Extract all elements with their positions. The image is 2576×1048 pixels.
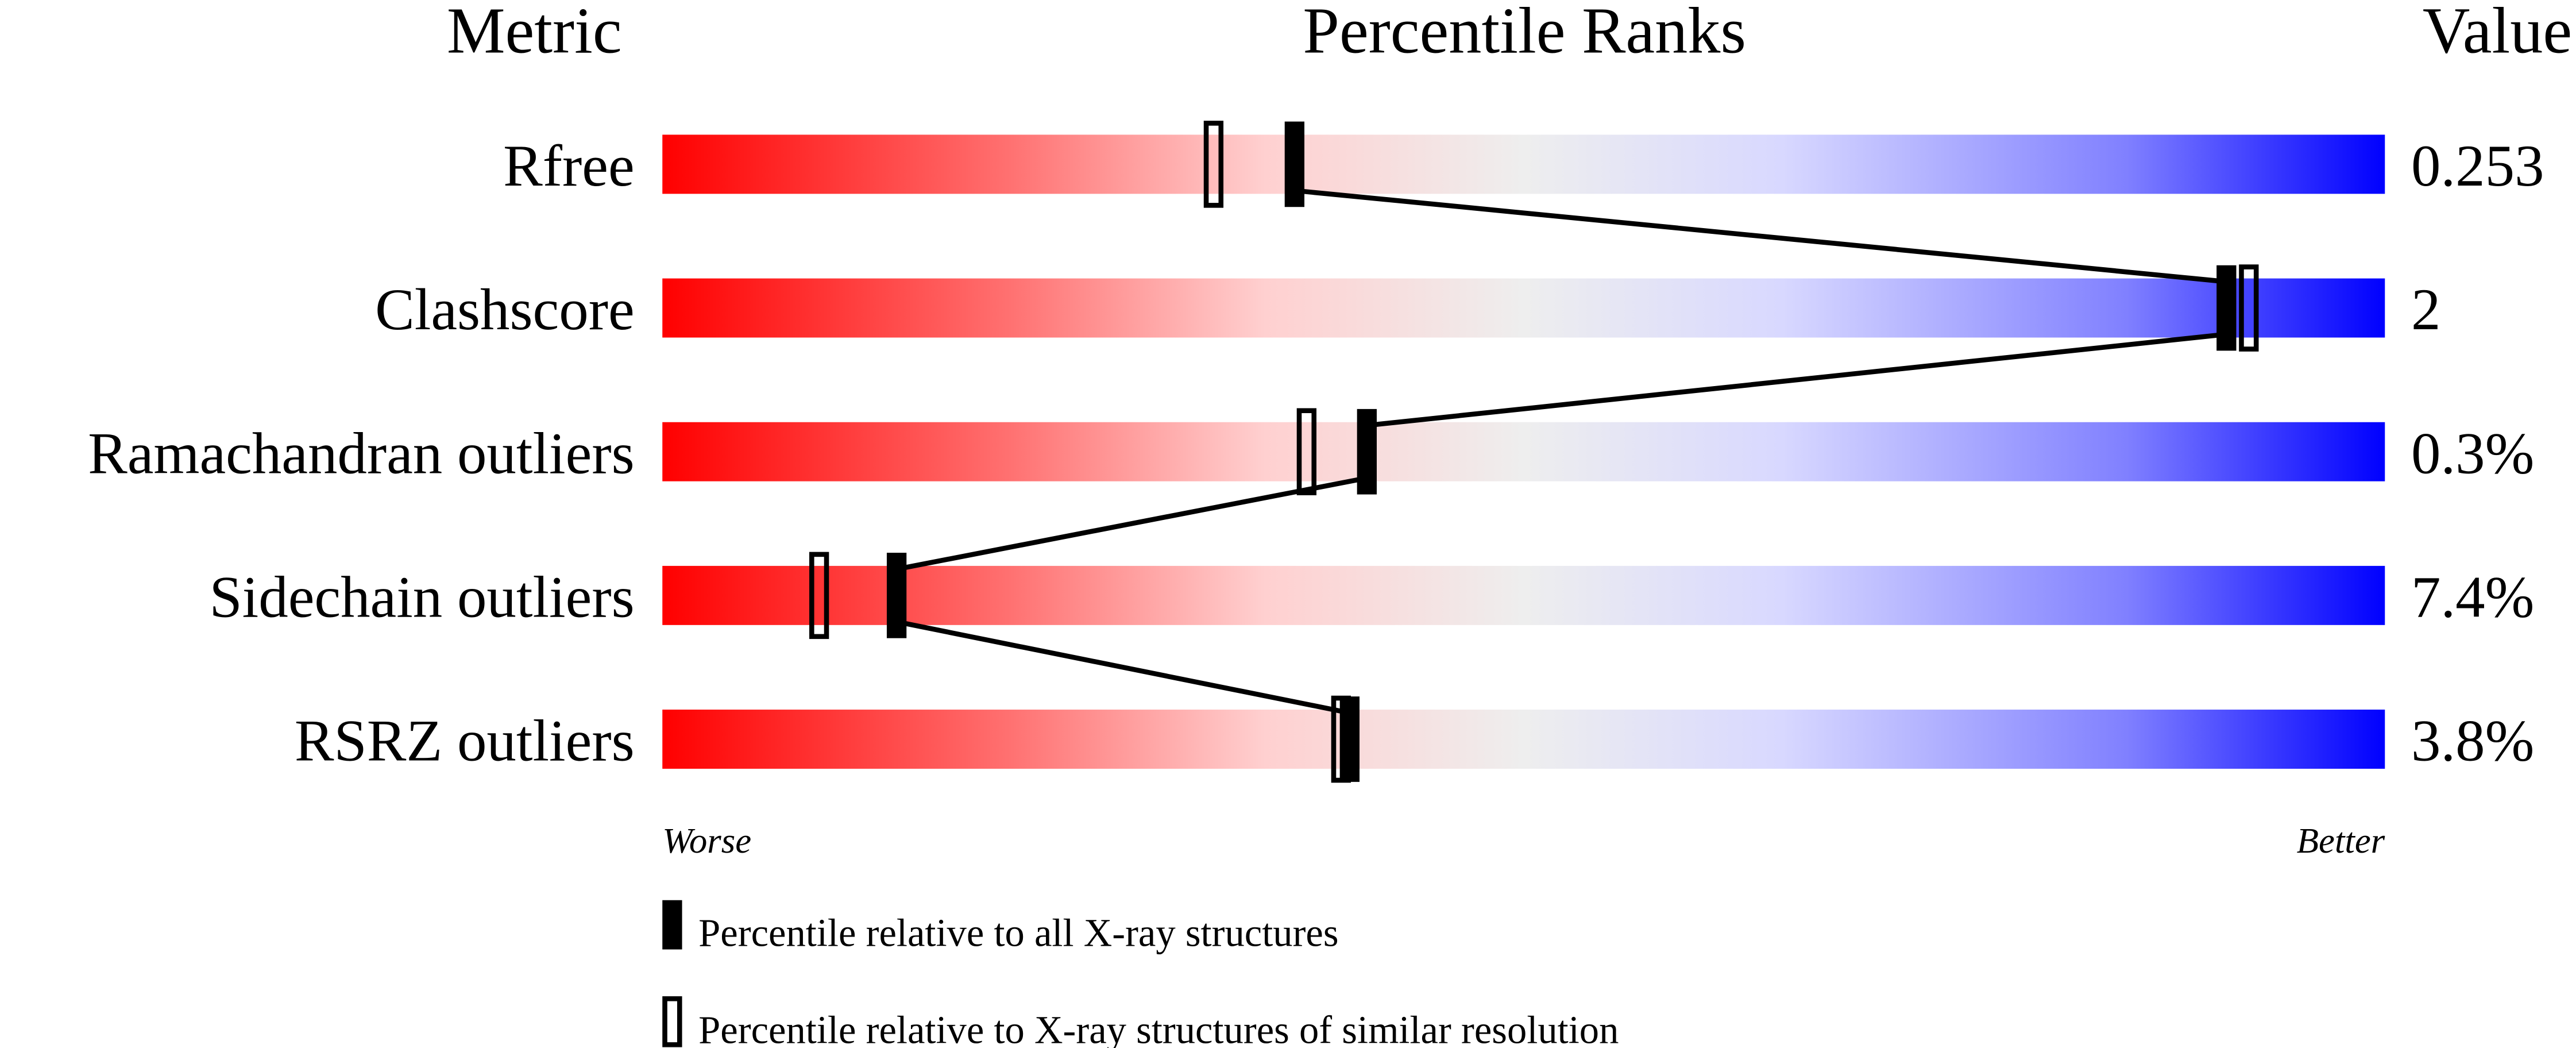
- legend-open-marker: [662, 996, 682, 1047]
- axis-label-worse: Worse: [662, 820, 751, 861]
- metric-label: Rfree: [503, 133, 635, 199]
- header-percentile-ranks: Percentile Ranks: [1303, 0, 1746, 67]
- metric-label: RSRZ outliers: [295, 708, 635, 774]
- percentile-bar: [662, 422, 2385, 481]
- marker-all-structures: [1357, 409, 1377, 495]
- marker-similar-resolution: [809, 552, 829, 639]
- marker-all-structures: [1339, 696, 1360, 782]
- header-metric: Metric: [447, 0, 622, 67]
- marker-all-structures: [1284, 121, 1305, 207]
- legend-filled-marker: [662, 900, 682, 950]
- marker-all-structures: [886, 553, 907, 638]
- marker-similar-resolution: [1296, 408, 1317, 495]
- metric-row: Sidechain outliers 7.4%: [209, 565, 2534, 630]
- percentile-bar: [662, 278, 2385, 338]
- marker-similar-resolution: [1203, 121, 1224, 208]
- metric-value: 0.3%: [2411, 421, 2534, 486]
- metric-label: Clashscore: [375, 277, 635, 342]
- legend-label-all: Percentile relative to all X-ray structu…: [698, 911, 1338, 955]
- percentile-bar: [662, 710, 2385, 769]
- header-value: Value: [2423, 0, 2572, 67]
- percentile-bar: [662, 134, 2385, 194]
- metric-label: Ramachandran outliers: [88, 421, 635, 486]
- metric-value: 0.253: [2411, 133, 2544, 199]
- metric-row: RSRZ outliers 3.8%: [295, 708, 2534, 774]
- legend-label-similar: Percentile relative to X-ray structures …: [698, 1008, 1619, 1048]
- marker-all-structures: [2216, 265, 2237, 351]
- axis-label-better: Better: [2297, 820, 2385, 861]
- metric-value: 2: [2411, 277, 2440, 342]
- metric-row: Clashscore 2: [375, 277, 2440, 342]
- metric-value: 7.4%: [2411, 565, 2534, 630]
- metric-row: Rfree 0.253: [503, 133, 2544, 199]
- percentile-bar: [662, 565, 2385, 625]
- metric-row: Ramachandran outliers 0.3%: [88, 421, 2534, 486]
- metric-label: Sidechain outliers: [209, 565, 634, 630]
- marker-similar-resolution: [2239, 264, 2259, 352]
- metric-value: 3.8%: [2411, 708, 2534, 774]
